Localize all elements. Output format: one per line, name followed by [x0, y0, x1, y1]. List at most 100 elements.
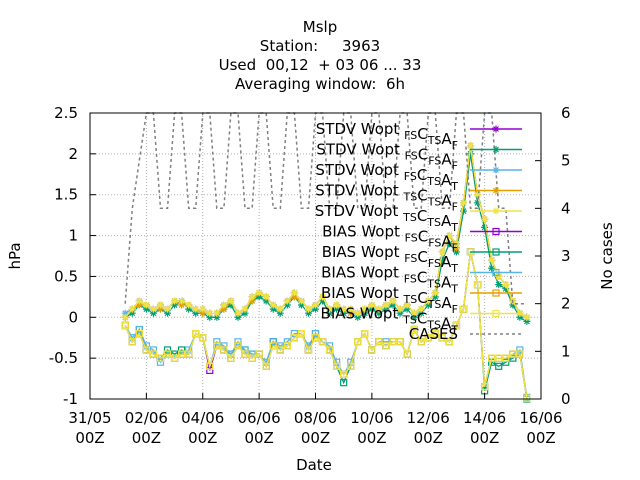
square-marker [170, 354, 179, 362]
square-marker [509, 350, 517, 358]
legend-text: C [417, 125, 427, 143]
legend-text: STDV Wopt [315, 182, 403, 200]
star-marker [149, 305, 157, 313]
legend-subscript: T [450, 283, 458, 296]
square-marker [325, 346, 334, 354]
square-marker [452, 321, 461, 330]
star-marker [410, 309, 418, 317]
square-marker [262, 362, 270, 370]
star-marker [290, 293, 298, 301]
y-tick-label: 1.5 [54, 186, 78, 204]
x-tick-label-hour: 00Z [75, 429, 104, 447]
square-marker [403, 350, 411, 358]
square-marker [192, 330, 200, 338]
square-marker [459, 305, 468, 313]
star-marker [438, 256, 446, 264]
star-marker [220, 305, 228, 313]
square-marker [227, 354, 235, 362]
square-marker [234, 338, 242, 346]
legend-text: A [441, 212, 452, 230]
legend-text: C [417, 166, 427, 184]
square-marker [389, 338, 397, 346]
star-marker [492, 166, 500, 174]
legend-subscript: FS [404, 170, 417, 183]
star-marker [481, 223, 489, 231]
star-marker [488, 264, 496, 272]
square-marker [318, 338, 327, 346]
star-marker [234, 309, 242, 317]
legend-text: A [441, 171, 452, 189]
star-marker [213, 309, 221, 317]
square-marker [135, 330, 143, 338]
star-marker [396, 305, 404, 313]
legend-subscript: TS [426, 216, 441, 229]
square-marker [220, 342, 228, 350]
square-marker [128, 338, 136, 346]
chart-header: Mslp Station: 3963 Used 00,12 + 03 06 ..… [219, 18, 422, 93]
square-marker [523, 394, 531, 402]
square-marker [375, 338, 383, 346]
square-marker [361, 330, 369, 338]
square-marker [156, 358, 165, 366]
square-marker [199, 334, 207, 342]
square-marker [333, 362, 341, 370]
square-marker [481, 383, 489, 391]
star-marker [149, 309, 157, 317]
legend-text: A [441, 315, 452, 333]
square-marker [178, 350, 186, 358]
star-marker [333, 301, 341, 309]
legend-subscript: T [450, 180, 458, 193]
square-marker [382, 338, 390, 346]
x-tick-label-hour: 00Z [526, 429, 555, 447]
square-marker [121, 321, 129, 330]
x-tick-label-date: 16/06 [519, 409, 562, 427]
star-marker [509, 301, 517, 309]
square-marker [149, 346, 158, 354]
star-marker [156, 301, 164, 309]
square-marker [220, 346, 228, 354]
x-tick-label-date: 10/06 [350, 409, 393, 427]
legend-label: STDV Wopt FSCTSAF [316, 120, 458, 152]
legend-text: A [441, 151, 452, 169]
y2-tick-label: 5 [561, 152, 571, 170]
star-marker [164, 305, 172, 313]
star-marker [128, 309, 136, 317]
legend-subscript: FS [428, 237, 441, 250]
star-marker [495, 281, 503, 289]
square-marker [185, 350, 193, 358]
y-tick-label: -0.5 [49, 349, 78, 367]
square-marker [431, 330, 439, 338]
star-marker [206, 313, 214, 321]
square-marker [347, 362, 355, 370]
legend-subscript: FS [404, 252, 417, 265]
legend-subscript: TS [427, 196, 442, 209]
star-marker [474, 191, 482, 199]
star-marker [431, 293, 439, 301]
x-tick-label-date: 14/06 [463, 409, 506, 427]
legend-text: C [417, 269, 427, 287]
star-marker [312, 305, 319, 313]
star-marker [459, 207, 467, 215]
square-marker [121, 321, 129, 330]
legend-text: A [441, 294, 452, 312]
star-marker [262, 297, 270, 305]
square-marker [304, 346, 313, 354]
star-marker [297, 301, 305, 309]
star-marker [227, 297, 235, 305]
star-marker [368, 301, 376, 309]
star-marker [220, 301, 228, 309]
x-tick-label-date: 06/06 [238, 409, 281, 427]
square-marker [495, 354, 503, 362]
star-marker [199, 309, 207, 317]
y-tick-label: 1 [68, 227, 78, 245]
legend-label: BIAS Wopt TSCTSAT [321, 305, 459, 337]
star-marker [488, 256, 496, 264]
series-line [124, 153, 528, 322]
legend-text: STDV Wopt [315, 202, 403, 220]
series-line [124, 251, 528, 399]
square-marker [149, 350, 158, 358]
square-marker [492, 268, 500, 277]
legend-subscript: FS [405, 232, 418, 245]
square-marker [241, 350, 249, 358]
legend-text: A [441, 274, 452, 292]
